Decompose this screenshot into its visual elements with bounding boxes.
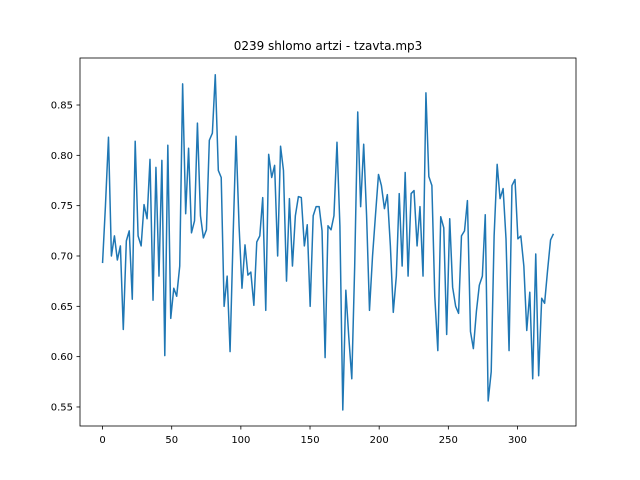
y-tick-label: 0.75	[51, 201, 73, 212]
y-tick-label: 0.60	[51, 352, 73, 363]
x-tick-label: 50	[165, 435, 178, 446]
y-tick-label: 0.80	[51, 151, 73, 162]
y-tick-label: 0.85	[51, 101, 73, 112]
data-line	[101, 74, 555, 411]
y-tick-label: 0.55	[51, 402, 73, 413]
x-tick-label: 150	[300, 435, 319, 446]
chart-title: 0239 shlomo artzi - tzavta.mp3	[234, 39, 423, 53]
y-tick-label: 0.65	[51, 302, 73, 313]
x-tick-label: 250	[439, 435, 458, 446]
x-tick-label: 0	[99, 435, 105, 446]
x-tick-label: 300	[508, 435, 527, 446]
x-tick-label: 200	[370, 435, 389, 446]
x-tick-label: 100	[231, 435, 250, 446]
y-tick-label: 0.70	[51, 251, 73, 262]
plot-frame	[79, 57, 577, 427]
